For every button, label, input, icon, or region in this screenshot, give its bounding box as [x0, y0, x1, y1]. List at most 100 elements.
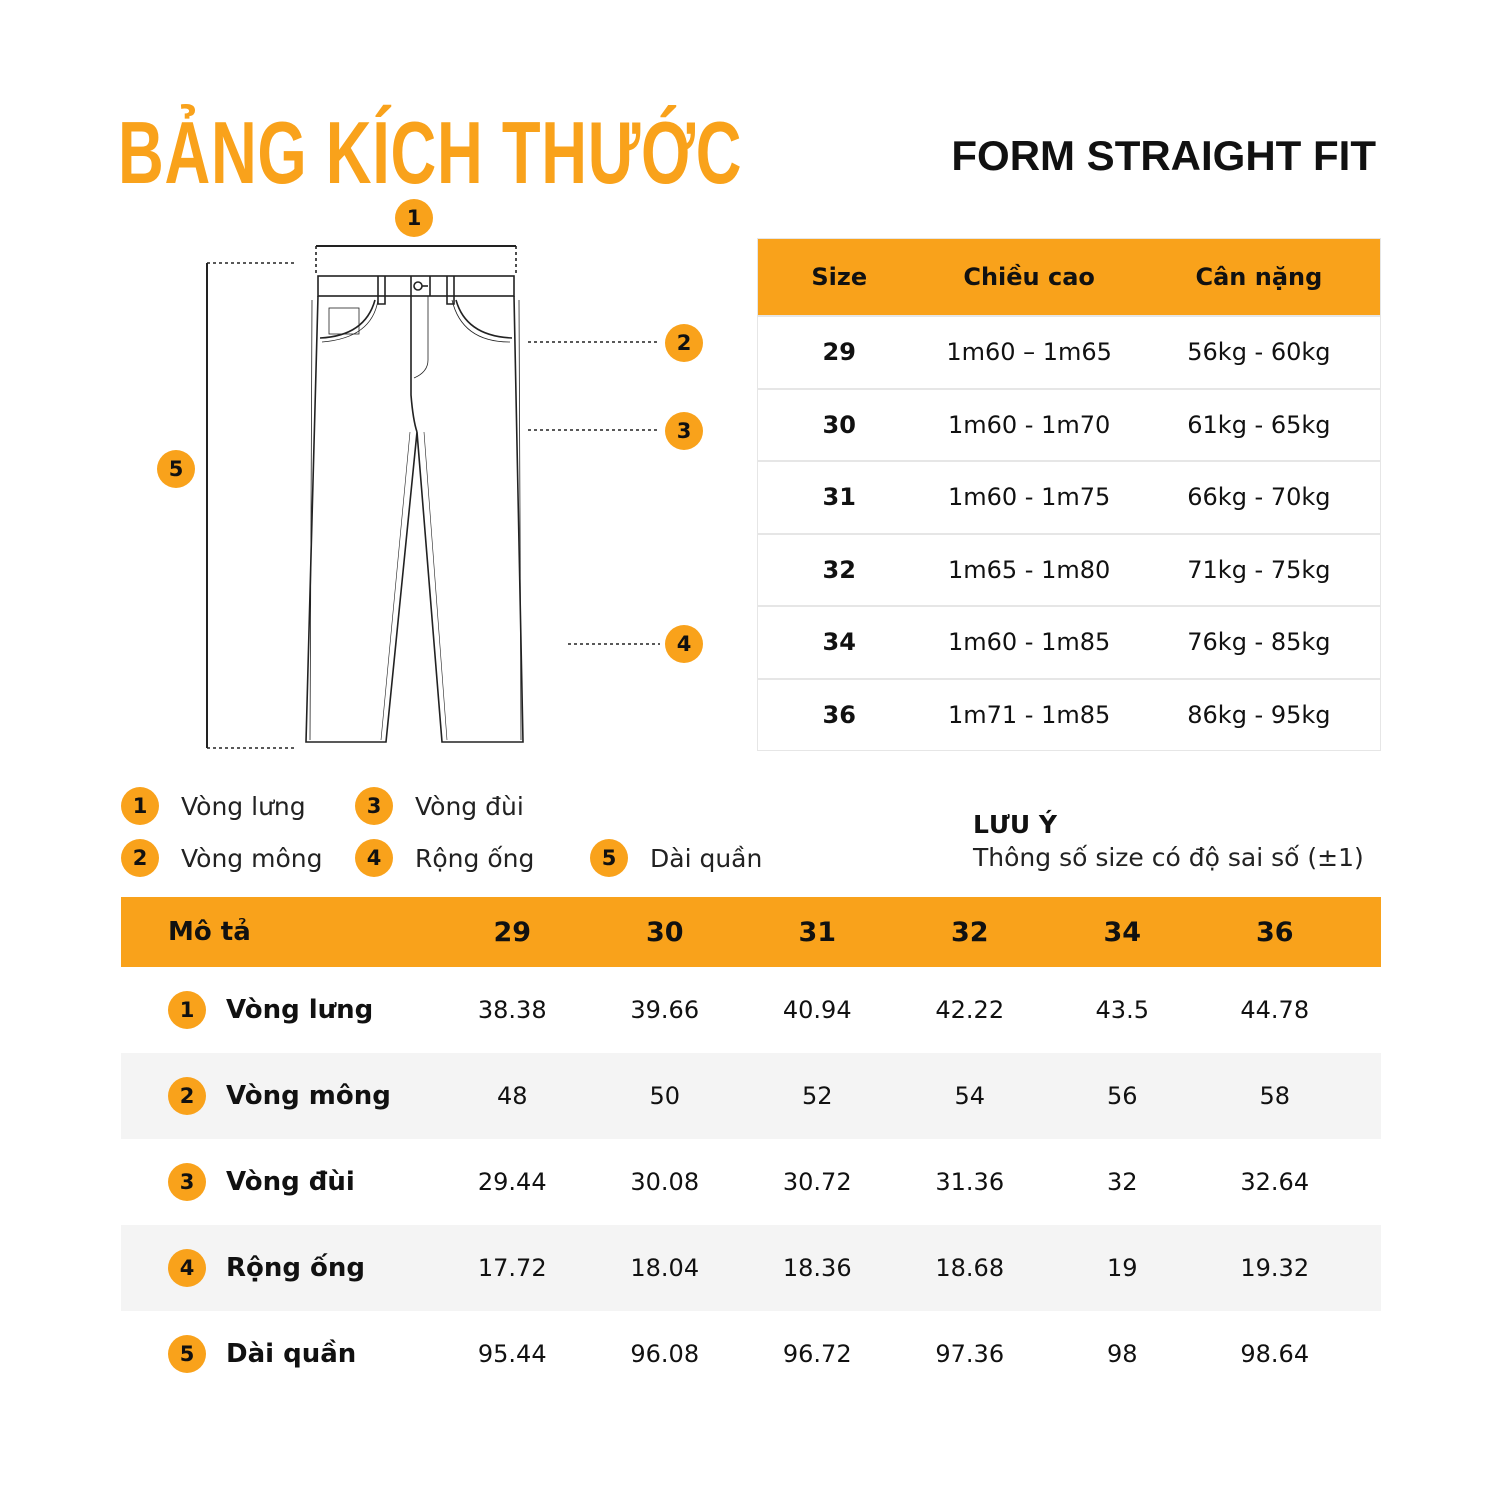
- marker-2: 2: [665, 324, 703, 362]
- size-cell: 32: [822, 555, 856, 584]
- measurement-value: 56: [1106, 1082, 1138, 1110]
- note-text: Thông số size có độ sai số (±1): [973, 843, 1364, 872]
- height-cell: 1m60 - 1m85: [947, 628, 1111, 657]
- measurement-value: 42.22: [935, 996, 1005, 1024]
- measurement-value: 96.08: [630, 1340, 700, 1368]
- measurement-row: 1 Vòng lưng 38.38 39.66 40.94 42.22 43.5 44.78: [121, 967, 1381, 1053]
- weight-cell: 86kg - 95kg: [1187, 700, 1331, 729]
- measurement-value: 32.64: [1240, 1168, 1310, 1196]
- header-description: Mô tả: [168, 917, 251, 947]
- measurement-label: 4 Rộng ống: [121, 1249, 436, 1287]
- legend-badge: 4: [355, 839, 393, 877]
- height-cell: 1m60 – 1m65: [946, 338, 1112, 367]
- measurement-value: 44.78: [1240, 996, 1310, 1024]
- height-cell: 1m60 - 1m75: [947, 483, 1111, 512]
- weight-cell: 66kg - 70kg: [1187, 483, 1331, 512]
- measurement-value: 18.04: [630, 1254, 700, 1282]
- header-size-34: 34: [1103, 916, 1142, 948]
- legend-item: 4 Rộng ống: [355, 838, 534, 878]
- size-cell: 36: [822, 700, 856, 729]
- size-table-row: 36 1m71 - 1m85 86kg - 95kg: [758, 677, 1380, 751]
- measurement-name: Vòng đùi: [226, 1167, 355, 1197]
- size-cell: 29: [822, 338, 856, 367]
- legend-label: Dài quần: [650, 843, 763, 873]
- page-subtitle: FORM STRAIGHT FIT: [951, 132, 1376, 179]
- size-cell: 30: [822, 410, 856, 439]
- measurement-value: 32: [1106, 1168, 1138, 1196]
- measurement-label: 3 Vòng đùi: [121, 1163, 436, 1201]
- measurement-value: 19.32: [1240, 1254, 1310, 1282]
- measurement-badge: 4: [168, 1249, 206, 1287]
- measurement-value: 95.44: [477, 1340, 547, 1368]
- measurement-label: 1 Vòng lưng: [121, 991, 436, 1029]
- header-size: Size: [811, 263, 868, 291]
- measurement-value: 50: [649, 1082, 681, 1110]
- pants-diagram: [206, 245, 660, 749]
- marker-3: 3: [665, 412, 703, 450]
- measurement-row: 2 Vòng mông 48 50 52 54 56 58: [121, 1053, 1381, 1139]
- note-title: LƯU Ý: [973, 810, 1057, 839]
- header-height: Chiều cao: [963, 263, 1095, 291]
- marker-4: 4: [665, 625, 703, 663]
- measurement-value: 18.68: [935, 1254, 1005, 1282]
- legend-badge: 1: [121, 787, 159, 825]
- measurement-badge: 1: [168, 991, 206, 1029]
- header-size-31: 31: [798, 916, 837, 948]
- pants-illustration: [305, 245, 524, 743]
- measurement-value: 30.08: [630, 1168, 700, 1196]
- header-weight: Cân nặng: [1195, 263, 1323, 291]
- measurement-table-header: Mô tả 29 30 31 32 34 36: [121, 897, 1381, 967]
- measurement-value: 54: [954, 1082, 986, 1110]
- legend-item: 3 Vòng đùi: [355, 786, 524, 826]
- measurement-row: 4 Rộng ống 17.72 18.04 18.36 18.68 19 19.32: [121, 1225, 1381, 1311]
- measurement-name: Vòng mông: [226, 1081, 391, 1111]
- measurement-value: 30.72: [782, 1168, 852, 1196]
- height-cell: 1m60 - 1m70: [947, 410, 1111, 439]
- measurement-badge: 3: [168, 1163, 206, 1201]
- legend-item: 5 Dài quần: [590, 838, 762, 878]
- size-table-header: Size Chiều cao Cân nặng: [758, 239, 1380, 315]
- size-table-row: 32 1m65 - 1m80 71kg - 75kg: [758, 532, 1380, 606]
- measurement-value: 31.36: [935, 1168, 1005, 1196]
- marker-1: 1: [395, 199, 433, 237]
- legend-badge: 2: [121, 839, 159, 877]
- measurement-name: Dài quần: [226, 1339, 357, 1369]
- measurement-label: 5 Dài quần: [121, 1335, 436, 1373]
- weight-cell: 71kg - 75kg: [1187, 555, 1331, 584]
- size-table-row: 29 1m60 – 1m65 56kg - 60kg: [758, 315, 1380, 388]
- measurement-value: 96.72: [782, 1340, 852, 1368]
- measurement-row: 3 Vòng đùi 29.44 30.08 30.72 31.36 32 32.64: [121, 1139, 1381, 1225]
- height-cell: 1m65 - 1m80: [947, 555, 1111, 584]
- header-size-32: 32: [950, 916, 989, 948]
- size-table: Size Chiều cao Cân nặng 29 1m60 – 1m65 56k…: [757, 238, 1381, 751]
- measurement-value: 48: [496, 1082, 528, 1110]
- legend-label: Rộng ống: [415, 843, 535, 873]
- legend-badge: 5: [590, 839, 628, 877]
- header-size-30: 30: [645, 916, 684, 948]
- measurement-table: Mô tả 29 30 31 32 34 36 1 Vòng lưng 38.38 39.66 40…: [121, 897, 1381, 1397]
- size-cell: 34: [822, 628, 856, 657]
- measurement-value: 29.44: [477, 1168, 547, 1196]
- legend-badge: 3: [355, 787, 393, 825]
- measurement-value: 98.64: [1240, 1340, 1310, 1368]
- measurement-badge: 2: [168, 1077, 206, 1115]
- size-table-row: 30 1m60 - 1m70 61kg - 65kg: [758, 387, 1380, 461]
- header-size-36: 36: [1255, 916, 1294, 948]
- marker-5: 5: [157, 450, 195, 488]
- legend-label: Vòng lưng: [181, 791, 306, 821]
- height-cell: 1m71 - 1m85: [947, 700, 1111, 729]
- measurement-value: 19: [1106, 1254, 1138, 1282]
- weight-cell: 56kg - 60kg: [1187, 338, 1331, 367]
- measure-lines: [206, 262, 660, 749]
- page-title: BẢNG KÍCH THƯỚC: [118, 103, 743, 202]
- measurement-value: 97.36: [935, 1340, 1005, 1368]
- legend-label: Vòng đùi: [415, 791, 524, 821]
- legend-item: 1 Vòng lưng: [121, 786, 306, 826]
- measurement-label: 2 Vòng mông: [121, 1077, 436, 1115]
- measurement-row: 5 Dài quần 95.44 96.08 96.72 97.36 98 98.64: [121, 1311, 1381, 1397]
- measurement-value: 98: [1106, 1340, 1138, 1368]
- measurement-value: 58: [1259, 1082, 1291, 1110]
- measurement-badge: 5: [168, 1335, 206, 1373]
- header-size-29: 29: [493, 916, 532, 948]
- measurement-value: 52: [801, 1082, 833, 1110]
